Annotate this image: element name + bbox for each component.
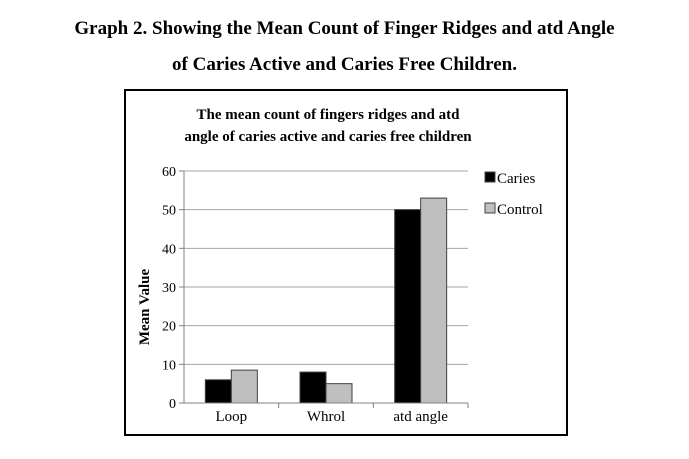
chart-frame xyxy=(124,89,568,436)
legend-swatch-caries xyxy=(484,171,496,183)
y-tick-label: 20 xyxy=(162,320,176,335)
bar-control-atd-angle xyxy=(420,197,448,404)
axes xyxy=(179,170,469,408)
chart-title-line-1: The mean count of fingers ridges and atd xyxy=(197,107,461,123)
chart-title-line-2: angle of caries active and caries free c… xyxy=(184,129,472,145)
y-tick-label: 60 xyxy=(162,165,176,180)
bar-control-loop xyxy=(230,369,258,404)
x-tick-label: Whrol xyxy=(307,409,345,425)
bar-caries-atd-angle xyxy=(394,209,422,404)
figure-caption-line-2: of Caries Active and Caries Free Childre… xyxy=(172,54,517,75)
bar-caries-loop xyxy=(204,379,232,404)
x-tick-label: atd angle xyxy=(393,409,448,425)
y-tick-label: 0 xyxy=(169,397,176,412)
x-tick-label: Loop xyxy=(215,409,247,425)
legend-label-caries: Caries xyxy=(497,171,535,187)
labels: The mean count of fingers ridges and atd… xyxy=(137,107,472,425)
y-tick-label: 10 xyxy=(162,358,176,373)
y-tick-label: 40 xyxy=(162,242,176,257)
bar-caries-whrol xyxy=(299,371,327,404)
legend: Caries Control xyxy=(484,171,543,218)
y-tick-label: 50 xyxy=(162,204,176,219)
figure-caption-line-1: Graph 2. Showing the Mean Count of Finge… xyxy=(74,18,615,39)
y-tick-label: 30 xyxy=(162,281,176,296)
bars xyxy=(204,197,448,404)
bar-control-whrol xyxy=(325,383,353,404)
legend-label-control: Control xyxy=(497,202,543,218)
legend-swatch-control xyxy=(484,202,496,214)
y-axis-label: Mean Value xyxy=(137,269,153,346)
